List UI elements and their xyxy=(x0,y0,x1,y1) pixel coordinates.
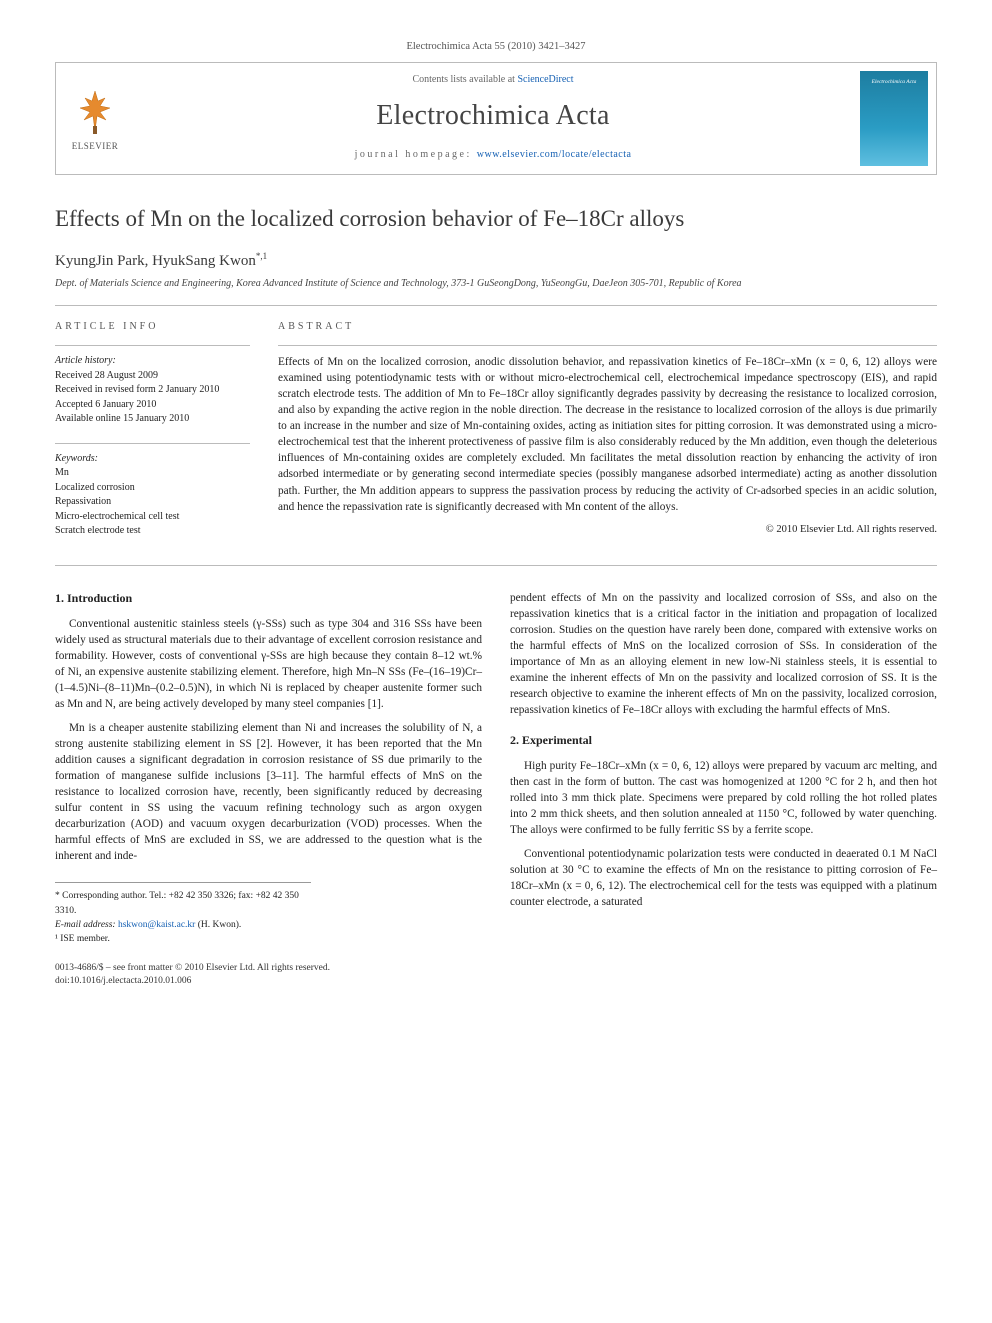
info-abstract-row: article info Article history: Received 2… xyxy=(55,306,937,565)
intro-p3: pendent effects of Mn on the passivity a… xyxy=(510,590,937,718)
article-info-column: article info Article history: Received 2… xyxy=(55,320,250,555)
homepage-label: journal homepage: xyxy=(355,149,477,160)
article-history: Article history: Received 28 August 2009… xyxy=(55,354,250,427)
homepage-line: journal homepage: www.elsevier.com/locat… xyxy=(355,148,632,162)
rule-bottom xyxy=(55,565,937,566)
journal-reference: Electrochimica Acta 55 (2010) 3421–3427 xyxy=(55,40,937,54)
info-rule-2 xyxy=(55,443,250,444)
intro-heading: 1. Introduction xyxy=(55,590,482,606)
affiliation: Dept. of Materials Science and Engineeri… xyxy=(55,277,937,291)
footnote-email-line: E-mail address: hskwon@kaist.ac.kr (H. K… xyxy=(55,918,311,932)
homepage-link[interactable]: www.elsevier.com/locate/electacta xyxy=(477,149,632,160)
cover-thumb-title: Electrochimica Acta xyxy=(872,79,917,86)
author-2: HyukSang Kwon xyxy=(152,253,256,269)
contents-link-line: Contents lists available at ScienceDirec… xyxy=(412,73,573,87)
experimental-heading: 2. Experimental xyxy=(510,732,937,748)
header-center: Contents lists available at ScienceDirec… xyxy=(134,63,852,174)
body-col-left: 1. Introduction Conventional austenitic … xyxy=(55,590,482,988)
abstract-copyright: © 2010 Elsevier Ltd. All rights reserved… xyxy=(278,523,937,537)
article-title: Effects of Mn on the localized corrosion… xyxy=(55,203,937,234)
history-accepted: Accepted 6 January 2010 xyxy=(55,398,250,413)
body-columns: 1. Introduction Conventional austenitic … xyxy=(55,590,937,988)
footnote-corresponding: * Corresponding author. Tel.: +82 42 350… xyxy=(55,889,311,918)
info-rule-1 xyxy=(55,345,250,346)
keyword-4: Micro-electrochemical cell test xyxy=(55,510,250,525)
keyword-5: Scratch electrode test xyxy=(55,524,250,539)
exp-p2: Conventional potentiodynamic polarizatio… xyxy=(510,846,937,910)
history-revised: Received in revised form 2 January 2010 xyxy=(55,383,250,398)
email-who: (H. Kwon). xyxy=(198,920,242,930)
footnotes: * Corresponding author. Tel.: +82 42 350… xyxy=(55,882,311,946)
keyword-1: Mn xyxy=(55,466,250,481)
author-1: KyungJin Park xyxy=(55,253,145,269)
email-label: E-mail address: xyxy=(55,920,116,930)
doi-block: 0013-4686/$ – see front matter © 2010 El… xyxy=(55,962,482,988)
article-info-heading: article info xyxy=(55,320,250,334)
contents-prefix: Contents lists available at xyxy=(412,74,517,85)
elsevier-tree-icon xyxy=(70,86,120,136)
doi-line1: 0013-4686/$ – see front matter © 2010 El… xyxy=(55,962,482,975)
authors: KyungJin Park, HyukSang Kwon*,1 xyxy=(55,250,937,271)
body-col-right: pendent effects of Mn on the passivity a… xyxy=(510,590,937,988)
footnote-ise: ¹ ISE member. xyxy=(55,932,311,946)
keyword-2: Localized corrosion xyxy=(55,481,250,496)
abstract-column: abstract Effects of Mn on the localized … xyxy=(278,320,937,555)
abstract-text: Effects of Mn on the localized corrosion… xyxy=(278,354,937,514)
abstract-heading: abstract xyxy=(278,320,937,334)
history-online: Available online 15 January 2010 xyxy=(55,412,250,427)
sciencedirect-link[interactable]: ScienceDirect xyxy=(517,74,573,85)
exp-p1: High purity Fe–18Cr–xMn (x = 0, 6, 12) a… xyxy=(510,758,937,838)
journal-header: ELSEVIER Contents lists available at Sci… xyxy=(55,62,937,175)
doi-line2: doi:10.1016/j.electacta.2010.01.006 xyxy=(55,975,482,988)
keywords-block: Keywords: Mn Localized corrosion Repassi… xyxy=(55,452,250,539)
publisher-logo: ELSEVIER xyxy=(56,63,134,174)
keywords-label: Keywords: xyxy=(55,452,250,467)
corresponding-email[interactable]: hskwon@kaist.ac.kr xyxy=(118,920,195,930)
author-2-marks: *,1 xyxy=(256,251,267,261)
keyword-3: Repassivation xyxy=(55,495,250,510)
intro-p2: Mn is a cheaper austenite stabilizing el… xyxy=(55,720,482,864)
history-label: Article history: xyxy=(55,354,250,369)
intro-p1: Conventional austenitic stainless steels… xyxy=(55,616,482,712)
publisher-name: ELSEVIER xyxy=(72,140,119,152)
journal-name: Electrochimica Acta xyxy=(376,97,609,135)
journal-cover-thumb: Electrochimica Acta xyxy=(860,71,928,166)
history-received: Received 28 August 2009 xyxy=(55,369,250,384)
abstract-rule xyxy=(278,345,937,346)
